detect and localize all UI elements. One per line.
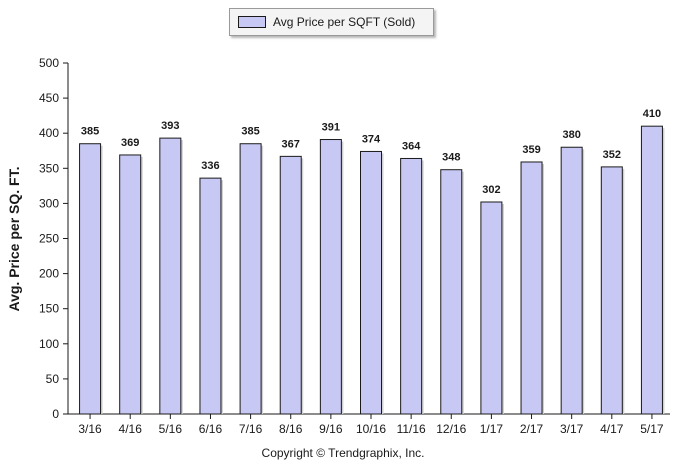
bar (360, 150, 382, 415)
x-tick-label: 10/16 (356, 422, 386, 436)
bar-value-label: 380 (562, 129, 580, 141)
x-tick-label: 11/16 (397, 422, 426, 436)
x-tick-label: 4/16 (119, 422, 143, 436)
x-tick-label: 4/17 (600, 422, 624, 436)
bar (319, 139, 342, 415)
y-tick-label: 150 (39, 302, 59, 316)
x-tick-label: 9/16 (319, 422, 343, 436)
bar (520, 161, 543, 415)
bar-value-label: 359 (522, 144, 540, 156)
y-tick-label: 400 (39, 126, 59, 140)
bar (440, 169, 463, 415)
x-tick-label: 5/16 (159, 422, 183, 436)
legend-swatch (238, 16, 266, 28)
bar-value-label: 336 (201, 160, 219, 172)
bar-value-label: 374 (362, 133, 381, 145)
bar (79, 143, 102, 415)
bar (279, 155, 302, 415)
y-tick-label: 300 (39, 196, 59, 210)
x-tick-label: 3/17 (560, 422, 584, 436)
bar-value-label: 385 (241, 126, 259, 138)
bar-series (79, 125, 665, 415)
y-tick-label: 0 (52, 407, 59, 421)
y-tick-label: 200 (39, 267, 59, 281)
bar-value-label: 369 (121, 137, 139, 149)
data-labels: 385 369 393 336 385 367 391 374 364 348 302 359 380 3… (81, 108, 661, 196)
x-axis: 3/16 4/16 5/16 6/16 7/16 8/16 9/16 10/16 11/16 12… (68, 413, 670, 436)
y-axis: 0 50 100 150 200 250 300 350 400 450 500 (39, 56, 69, 421)
bar (400, 157, 423, 415)
x-tick-label: 12/16 (436, 422, 466, 436)
y-tick-label: 350 (39, 161, 59, 175)
legend: Avg Price per SQFT (Sold) (229, 8, 434, 36)
bar (480, 201, 503, 415)
bar-value-label: 391 (322, 122, 340, 134)
y-tick-label: 450 (39, 91, 59, 105)
bar-value-label: 302 (482, 184, 500, 196)
x-tick-label: 8/16 (279, 422, 303, 436)
bar-value-label: 352 (603, 149, 621, 161)
x-tick-label: 1/17 (480, 422, 504, 436)
bar-value-label: 385 (81, 126, 99, 138)
bar-value-label: 410 (643, 108, 661, 120)
y-tick-label: 500 (39, 56, 59, 70)
y-tick-label: 100 (39, 337, 59, 351)
bar-value-label: 393 (161, 120, 179, 132)
x-tick-label: 7/16 (239, 422, 263, 436)
bar (600, 166, 623, 415)
y-tick-label: 250 (39, 232, 59, 246)
bar (199, 177, 222, 415)
bar-value-label: 367 (282, 138, 300, 150)
bar (239, 143, 262, 415)
bar (119, 154, 142, 415)
x-tick-label: 2/17 (520, 422, 544, 436)
bar-value-label: 348 (442, 152, 460, 164)
legend-label: Avg Price per SQFT (Sold) (273, 15, 416, 29)
y-tick-label: 50 (46, 372, 60, 386)
x-tick-label: 5/17 (640, 422, 664, 436)
x-tick-label: 6/16 (199, 422, 223, 436)
bar (560, 146, 583, 415)
y-axis-title: Avg. Price per SQ. FT. (6, 166, 22, 312)
bar (640, 125, 663, 415)
copyright-text: Copyright © Trendgraphix, Inc. (261, 446, 425, 460)
bar (159, 137, 182, 415)
x-tick-label: 3/16 (78, 422, 102, 436)
bar-value-label: 364 (402, 140, 421, 152)
